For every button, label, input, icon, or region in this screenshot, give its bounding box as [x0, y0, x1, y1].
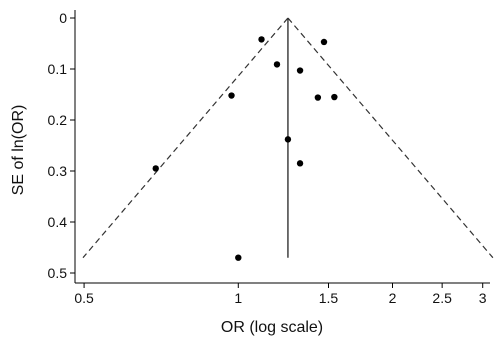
study-point	[258, 36, 265, 43]
x-axis-title: OR (log scale)	[221, 319, 323, 336]
study-point	[273, 61, 281, 68]
study-point	[235, 254, 242, 261]
x-axis: 0.5 1 1.5 2 2.5 3	[74, 282, 490, 306]
x-tick-label: 2.5	[432, 290, 452, 306]
study-point	[284, 136, 292, 143]
y-axis: 0 0.1 0.2 0.3 0.4 0.5	[48, 10, 76, 283]
plot-area	[82, 17, 494, 261]
study-point	[152, 165, 159, 172]
y-tick-label: 0	[59, 10, 67, 26]
x-tick-label: 3	[479, 290, 487, 306]
y-axis-title: SE of ln(OR)	[10, 105, 27, 196]
study-point	[320, 38, 328, 46]
x-tick-label: 2	[389, 290, 397, 306]
study-point	[228, 92, 235, 99]
y-tick-label: 0.4	[48, 214, 68, 230]
y-tick-label: 0.2	[48, 112, 68, 128]
study-point	[331, 93, 338, 101]
y-tick-label: 0.5	[48, 265, 68, 281]
funnel-left-limit	[82, 17, 289, 259]
study-point	[296, 67, 304, 74]
study-point	[314, 94, 322, 101]
x-tick-label: 1	[234, 290, 242, 306]
x-tick-label: 1.5	[319, 290, 339, 306]
y-tick-label: 0.3	[48, 163, 68, 179]
funnel-right-limit	[287, 17, 494, 259]
study-point	[296, 160, 304, 167]
x-tick-label: 0.5	[74, 290, 94, 306]
y-tick-label: 0.1	[48, 61, 68, 77]
